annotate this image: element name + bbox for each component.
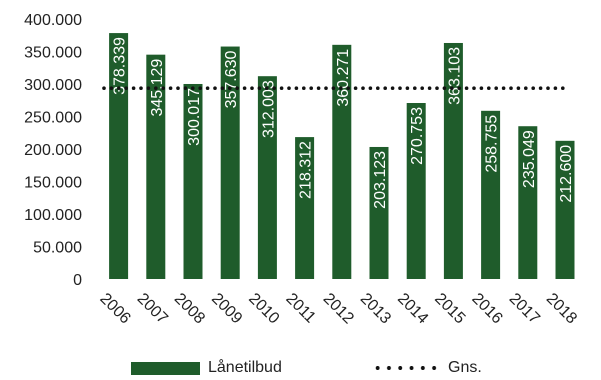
legend-item-lanetilbud: Lånetilbud xyxy=(131,356,282,380)
x-tick-label: 2012 xyxy=(320,290,357,327)
y-tick-label: 350.000 xyxy=(24,45,82,62)
data-label-2018: 212.600 xyxy=(558,145,575,203)
y-tick-label: 300.000 xyxy=(24,77,82,94)
y-axis: 0 50.000 100.000 150.000 200.000 250.000 300.0… xyxy=(24,12,82,289)
x-tick-label: 2006 xyxy=(96,290,133,327)
bar-2009 xyxy=(220,46,240,280)
x-tick-label: 2009 xyxy=(208,290,245,327)
bar-2010 xyxy=(257,76,277,279)
legend-label-gns: Gns. xyxy=(448,359,482,376)
x-tick-label: 2008 xyxy=(171,290,208,327)
bar-2015 xyxy=(443,42,463,280)
bar-2016 xyxy=(481,110,501,279)
data-label-2015: 363.103 xyxy=(446,47,463,105)
y-tick-label: 150.000 xyxy=(24,175,82,192)
data-label-2013: 203.123 xyxy=(372,151,389,209)
x-tick-label: 2018 xyxy=(543,290,580,327)
bar-2011 xyxy=(295,137,315,279)
bar-2012 xyxy=(332,44,352,279)
data-label-2014: 270.753 xyxy=(409,107,426,165)
legend: Lånetilbud Gns. xyxy=(0,356,601,380)
bars: 378.339 345.129300.017357.630312.003218.3… xyxy=(109,33,575,280)
x-tick-label: 2013 xyxy=(357,290,394,327)
x-tick-label: 2007 xyxy=(134,290,171,327)
y-tick-label: 100.000 xyxy=(24,207,82,224)
y-tick-label: 200.000 xyxy=(24,142,82,159)
data-label-2006: 378.339 xyxy=(112,37,129,95)
bar-2008 xyxy=(183,83,203,279)
x-tick-label: 2010 xyxy=(245,290,282,327)
bar-2017 xyxy=(518,126,538,280)
data-label-2010: 312.003 xyxy=(260,80,277,138)
y-tick-label: 250.000 xyxy=(24,110,82,127)
x-tick-label: 2015 xyxy=(431,290,468,327)
data-label-2012: 360.271 xyxy=(335,49,352,107)
y-tick-label: 0 xyxy=(73,272,82,289)
y-tick-label: 400.000 xyxy=(24,12,82,29)
bar-2014 xyxy=(406,103,426,279)
data-label-2009: 357.630 xyxy=(223,50,240,108)
x-axis: 2006 2007 2008 2009 2010 2011 2012 2013 2014 2015… xyxy=(96,290,580,327)
x-tick-label: 2014 xyxy=(394,290,431,327)
x-tick-label: 2016 xyxy=(468,290,505,327)
bar-2018 xyxy=(555,140,575,279)
legend-item-gns: Gns. xyxy=(372,356,482,380)
data-label-2011: 218.312 xyxy=(298,141,315,199)
data-label-2008: 300.017 xyxy=(186,88,203,146)
legend-label-lanetilbud: Lånetilbud xyxy=(208,359,282,376)
bar-2007 xyxy=(146,54,166,279)
legend-swatch-dotted-line xyxy=(372,366,440,370)
legend-swatch-bar xyxy=(131,361,200,375)
data-label-2016: 258.755 xyxy=(484,115,501,173)
bar-2006 xyxy=(109,33,129,279)
y-tick-label: 50.000 xyxy=(33,240,82,257)
x-tick-label: 2017 xyxy=(506,290,543,327)
bar-2013 xyxy=(369,146,389,279)
data-label-2017: 235.049 xyxy=(521,130,538,188)
x-tick-label: 2011 xyxy=(282,290,318,326)
